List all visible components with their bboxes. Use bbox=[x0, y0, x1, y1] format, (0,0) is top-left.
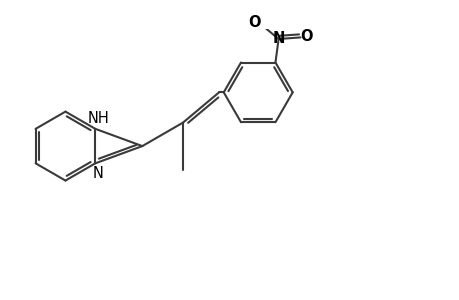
Text: O: O bbox=[247, 15, 260, 30]
Text: NH: NH bbox=[87, 111, 109, 126]
Text: O: O bbox=[300, 29, 313, 44]
Text: N: N bbox=[272, 31, 284, 46]
Text: N: N bbox=[93, 166, 104, 181]
